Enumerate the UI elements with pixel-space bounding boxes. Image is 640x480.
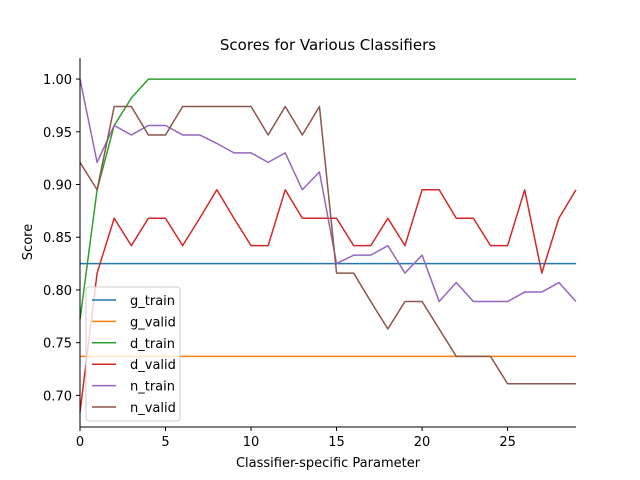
x-axis-title: Classifier-specific Parameter	[236, 456, 421, 471]
series-line-d-train	[79, 78, 576, 320]
legend-label-g-valid: g_valid	[130, 315, 176, 330]
y-axis-title: Score	[21, 224, 36, 260]
y-tick-label: 1.00	[43, 73, 72, 88]
x-tick-label: 25	[499, 435, 516, 450]
x-tick-label: 20	[414, 435, 431, 450]
legend-label-n-valid: n_valid	[130, 401, 176, 416]
legend-frame	[85, 286, 181, 422]
y-tick-label: 0.75	[43, 337, 72, 352]
series-line-n-valid	[79, 105, 576, 385]
legend-label-d-train: d_train	[130, 337, 175, 352]
axes-layer	[79, 58, 576, 428]
legend-label-d-valid: d_valid	[130, 358, 176, 373]
chart-title: Scores for Various Classifiers	[220, 36, 436, 54]
x-tick-label: 10	[243, 435, 260, 450]
y-tick-label: 0.85	[43, 231, 72, 246]
x-tick-label: 5	[161, 435, 169, 450]
series-line-n-train	[79, 78, 577, 303]
legend-label-g-train: g_train	[130, 294, 175, 309]
tick-layer: 0 5 10 15 20 25 0.70 0.75 0.80 0.85 0.90 0.95 1.00	[43, 73, 516, 450]
y-tick-label: 0.70	[43, 389, 72, 404]
legend-label-n-train: n_train	[130, 380, 175, 395]
x-tick-label: 0	[76, 435, 84, 450]
y-tick-label: 0.80	[43, 284, 72, 299]
y-tick-label: 0.95	[43, 126, 72, 141]
legend: g_train g_valid d_train d_valid n_train n_val…	[85, 286, 181, 422]
y-tick-label: 0.90	[43, 179, 72, 194]
x-tick-label: 15	[328, 435, 345, 450]
